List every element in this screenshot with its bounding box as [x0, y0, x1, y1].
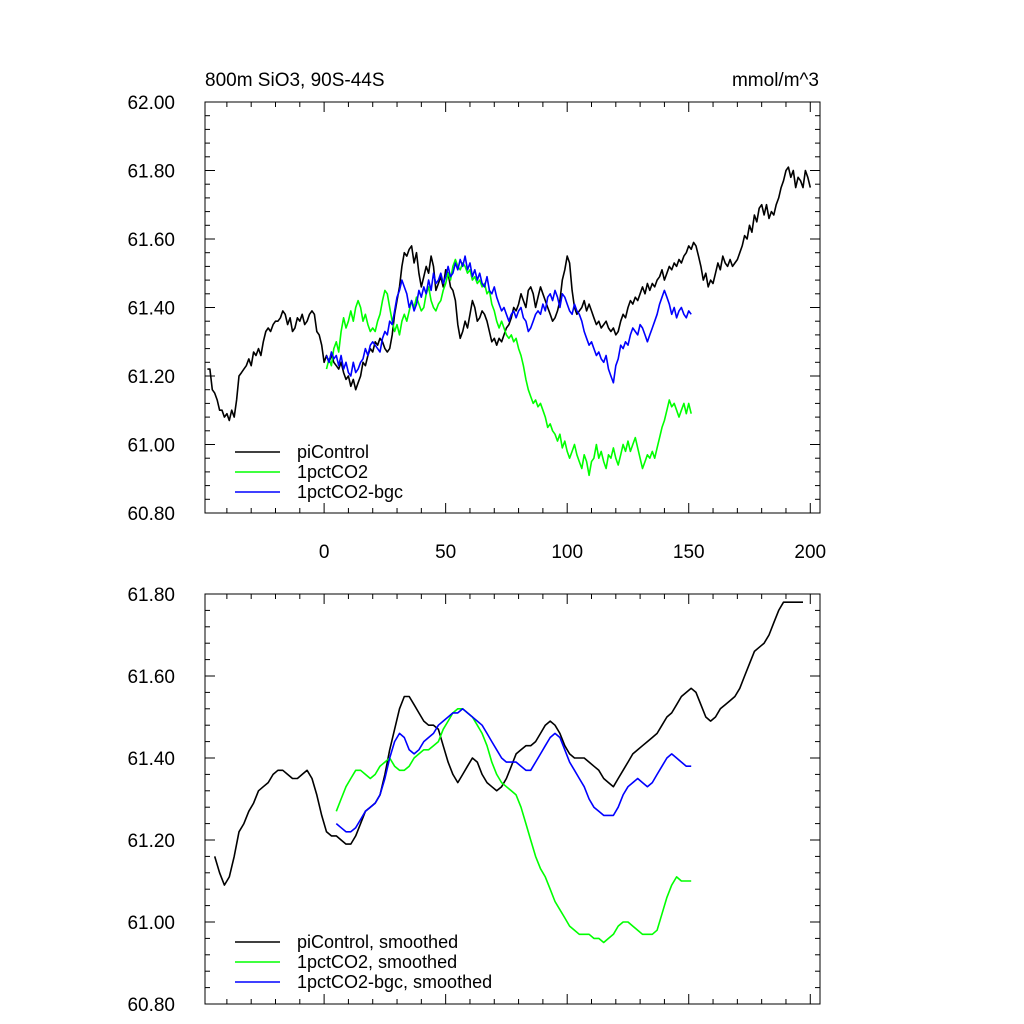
- x-tick-label: 150: [673, 542, 705, 563]
- series-line-1: [325, 258, 692, 477]
- legend-label-2: 1pctCO2-bgc: [297, 482, 403, 502]
- x-tick-label: 50: [435, 542, 456, 563]
- y-tick-label: 61.60: [127, 667, 175, 688]
- title-right-units: mmol/m^3: [732, 70, 819, 91]
- y-tick-label: 62.00: [127, 93, 175, 114]
- x-tick-label: 100: [551, 542, 583, 563]
- y-tick-label: 61.00: [127, 436, 175, 457]
- x-tick-label: 0: [319, 542, 330, 563]
- y-tick-label: 61.40: [127, 749, 175, 770]
- title-left: 800m SiO3, 90S-44S: [205, 70, 385, 91]
- bottom-panel: 60.80 61.00 61.20 61.40 61.60 61.80 piControl,…: [127, 585, 821, 1016]
- y-tick-label: 61.40: [127, 299, 175, 320]
- y-tick-label: 61.20: [127, 367, 175, 388]
- series-line-2: [325, 255, 692, 384]
- y-tick-label: 61.80: [127, 585, 175, 606]
- legend-label-0: piControl: [297, 442, 369, 462]
- y-tick-label: 61.20: [127, 831, 175, 852]
- x-tick-label: 200: [794, 542, 826, 563]
- series-line-2: [335, 708, 692, 833]
- y-tick-label: 61.80: [127, 162, 175, 183]
- legend-label-1: 1pctCO2: [297, 462, 368, 482]
- legend-label-1: 1pctCO2, smoothed: [297, 952, 457, 972]
- series-line-0: [207, 166, 812, 422]
- legend-label-0: piControl, smoothed: [297, 932, 458, 952]
- series-line-0: [213, 601, 803, 886]
- plot-frame: [204, 593, 821, 1005]
- y-tick-label: 60.80: [127, 995, 175, 1016]
- y-tick-label: 61.60: [127, 230, 175, 251]
- series-line-1: [335, 708, 692, 944]
- legend-label-2: 1pctCO2-bgc, smoothed: [297, 972, 492, 992]
- y-tick-label: 61.00: [127, 913, 175, 934]
- y-tick-label: 60.80: [127, 504, 175, 525]
- top-panel: 0 50 100 150 200 60.80 61.00 61.20 61.40 61.60 61.…: [127, 93, 826, 563]
